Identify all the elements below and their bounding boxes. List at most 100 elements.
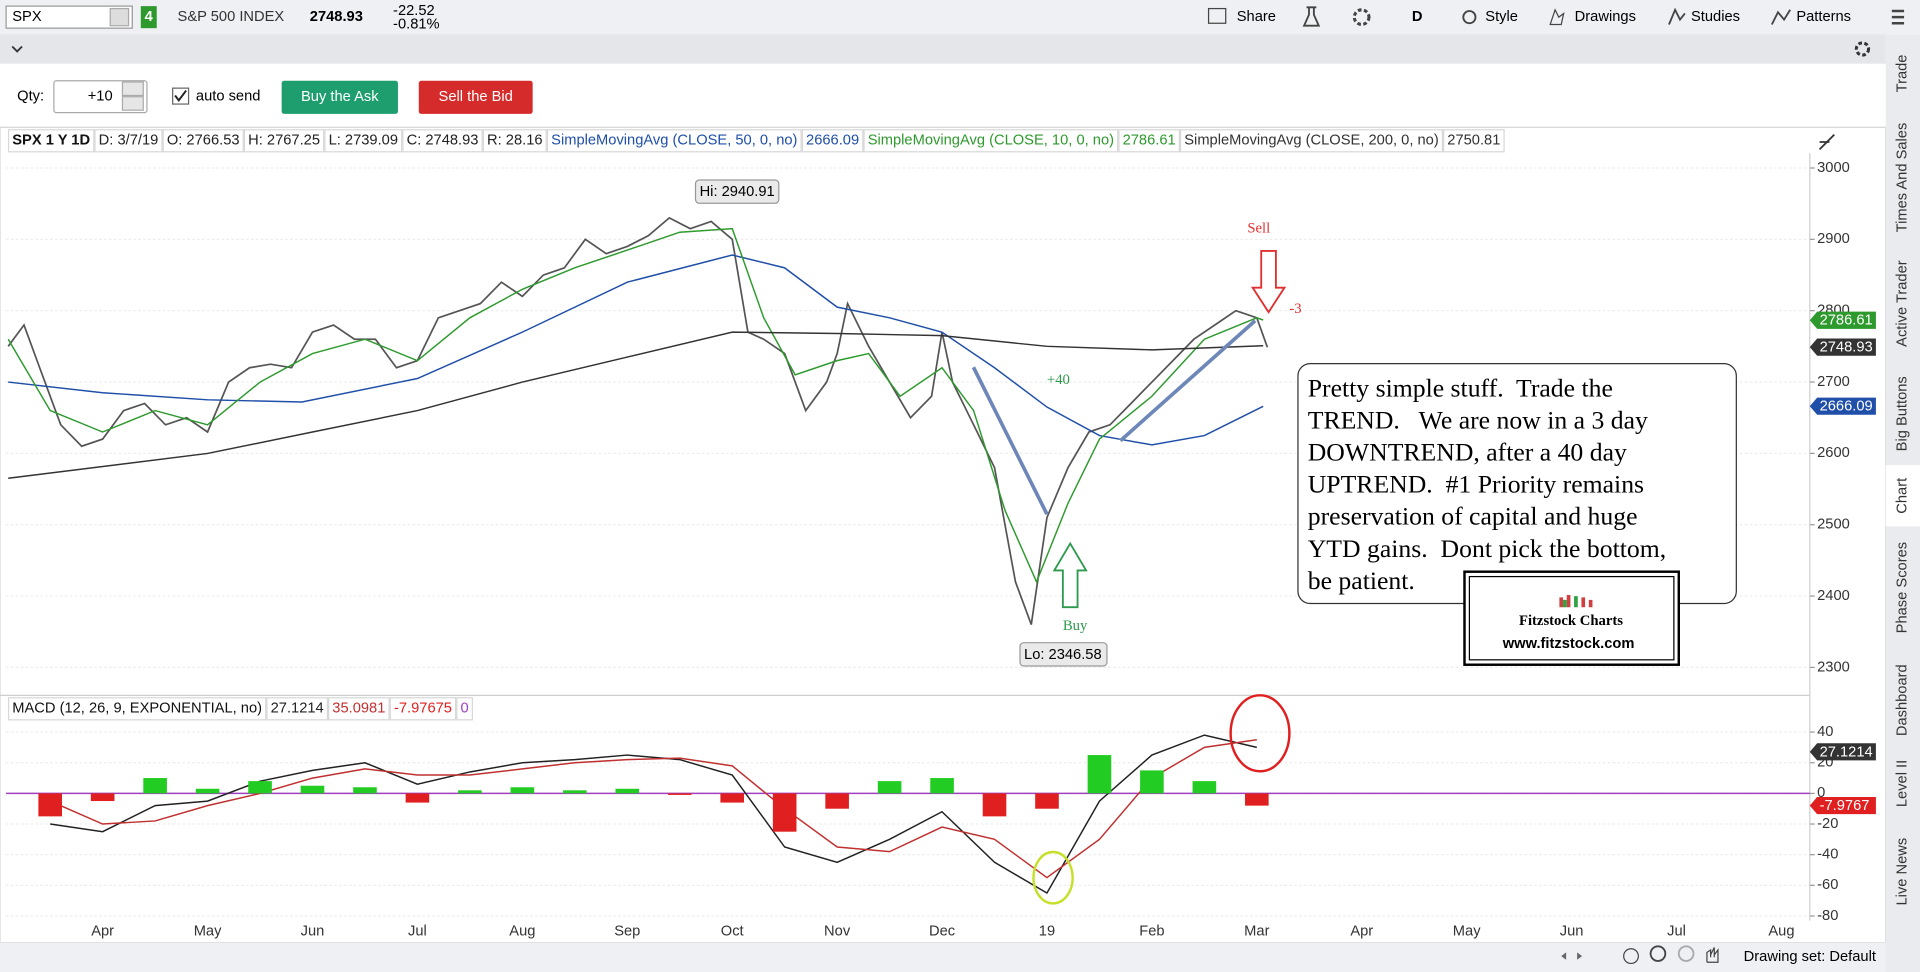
zoom-out-icon[interactable] xyxy=(1677,945,1695,962)
histogram-bar xyxy=(510,787,535,794)
x-tick-label: Dec xyxy=(929,923,955,939)
legend-box xyxy=(7,697,267,721)
side-tab[interactable]: Dashboard xyxy=(1895,664,1911,736)
note-line: Pretty simple stuff. Trade the xyxy=(1308,373,1613,402)
aggregation-button[interactable]: D xyxy=(1412,9,1423,25)
studies-button[interactable]: Studies xyxy=(1691,9,1740,25)
legend-item: 35.0981 xyxy=(332,701,385,717)
side-tab[interactable]: Level II xyxy=(1895,760,1911,807)
share-button[interactable]: Share xyxy=(1237,9,1276,25)
x-tick-label: Sep xyxy=(614,923,640,939)
qty-down[interactable] xyxy=(121,96,144,111)
trend-line-down[interactable] xyxy=(971,366,1049,515)
histogram-bar xyxy=(1035,793,1059,809)
buy-count: +40 xyxy=(1047,372,1070,388)
price-line xyxy=(7,216,1269,625)
style-icon xyxy=(1462,10,1477,25)
buy-circle xyxy=(1032,850,1074,905)
symbol-dropdown[interactable] xyxy=(109,7,130,27)
y-tick-label: 2900 xyxy=(1817,231,1850,247)
buy-button[interactable] xyxy=(281,80,398,114)
menu-icon[interactable] xyxy=(1891,9,1905,25)
crosshair-icon[interactable] xyxy=(1623,948,1639,965)
price-flag-label: 27.1214 xyxy=(1820,744,1873,760)
change: -22.52 xyxy=(393,3,435,19)
legend-box xyxy=(243,129,325,153)
chart-settings-icon[interactable] xyxy=(1854,41,1871,57)
y-tick-label: 2300 xyxy=(1817,659,1850,675)
logo-frame xyxy=(1463,570,1680,666)
hi-bubble xyxy=(694,179,780,204)
drawing-tool-icon[interactable] xyxy=(1818,134,1835,150)
buy-label: Buy the Ask xyxy=(301,89,379,105)
x-tick-label: Aug xyxy=(509,923,535,939)
patterns-button[interactable]: Patterns xyxy=(1796,9,1851,25)
legend-item: 2786.61 xyxy=(1123,133,1176,149)
change-pct: -0.81% xyxy=(393,16,440,32)
legend-item: L: 2739.09 xyxy=(329,133,398,149)
scroll-arrows[interactable] xyxy=(1561,952,1583,960)
side-tab[interactable]: Chart xyxy=(1895,478,1911,514)
link-badge[interactable] xyxy=(140,6,157,29)
zoom-in-icon[interactable] xyxy=(1649,945,1667,962)
buy-text: Buy xyxy=(1063,618,1088,634)
style-button[interactable]: Style xyxy=(1485,9,1518,25)
legend-box xyxy=(1118,129,1180,153)
y-tick-label: 2700 xyxy=(1817,374,1850,390)
status-bar xyxy=(0,942,1886,972)
settings-icon[interactable] xyxy=(1352,8,1371,27)
legend-box xyxy=(328,697,390,721)
note-line: be patient. xyxy=(1308,566,1415,595)
legend-box xyxy=(1179,129,1444,153)
note-text: Pretty simple stuff. Trade the TREND. We … xyxy=(1308,373,1666,594)
note-line: preservation of capital and huge xyxy=(1308,502,1638,531)
sell-arrow xyxy=(1250,250,1287,314)
flask-icon[interactable] xyxy=(1302,6,1321,27)
note-line: YTD gains. Dont pick the bottom, xyxy=(1308,534,1666,563)
buy-arrow xyxy=(1052,541,1088,609)
y-tick-label: 2600 xyxy=(1817,445,1850,461)
trend-line-up[interactable] xyxy=(1119,319,1257,443)
x-tick-label: Jul xyxy=(1667,923,1686,939)
histogram-bar xyxy=(982,793,1007,817)
note-line: DOWNTREND, after a 40 day xyxy=(1308,438,1627,467)
histogram-bar xyxy=(38,793,62,817)
y-tick-label: 0 xyxy=(1817,785,1825,801)
histogram-bar xyxy=(877,781,902,794)
share-icon xyxy=(1207,7,1227,24)
price-flag xyxy=(1809,311,1876,329)
histogram-bar xyxy=(405,793,430,803)
moving-average-line xyxy=(7,227,1264,584)
side-tab[interactable]: Phase Scores xyxy=(1895,542,1911,633)
legend-box xyxy=(266,697,329,721)
logo-title: Fitzstock Charts xyxy=(1519,613,1623,629)
qty-up[interactable] xyxy=(121,81,144,97)
y-tick-label: 2500 xyxy=(1817,517,1850,533)
pan-icon[interactable] xyxy=(1706,947,1719,963)
auto-send-label: auto send xyxy=(196,89,261,105)
symbol-input[interactable] xyxy=(5,5,133,29)
drawings-button[interactable]: Drawings xyxy=(1575,9,1636,25)
collapse-chevron[interactable] xyxy=(11,45,23,53)
hi-label: Hi: 2940.91 xyxy=(700,184,775,200)
y-tick-label: 3000 xyxy=(1817,160,1850,176)
x-tick-label: Nov xyxy=(824,923,851,939)
histogram-bar xyxy=(300,785,325,794)
side-tab[interactable]: Trade xyxy=(1895,55,1911,93)
side-tab[interactable]: Times And Sales xyxy=(1895,123,1911,233)
legend-item: SimpleMovingAvg (CLOSE, 200, 0, no) xyxy=(1184,133,1438,149)
side-tab[interactable]: Live News xyxy=(1895,838,1911,906)
side-tab[interactable]: Big Buttons xyxy=(1895,376,1911,451)
histogram-bar xyxy=(195,788,220,794)
legend-item: 0 xyxy=(461,701,469,717)
price-flag xyxy=(1809,797,1876,815)
lo-label: Lo: 2346.58 xyxy=(1024,647,1102,663)
sell-label: Sell the Bid xyxy=(439,89,513,105)
x-tick-label: Aug xyxy=(1768,923,1794,939)
legend-item: H: 2767.25 xyxy=(248,133,320,149)
legend-item: 27.1214 xyxy=(271,701,324,717)
sell-button[interactable] xyxy=(418,80,533,114)
side-tab[interactable]: Active Trader xyxy=(1895,260,1911,347)
legend-box xyxy=(863,129,1119,153)
